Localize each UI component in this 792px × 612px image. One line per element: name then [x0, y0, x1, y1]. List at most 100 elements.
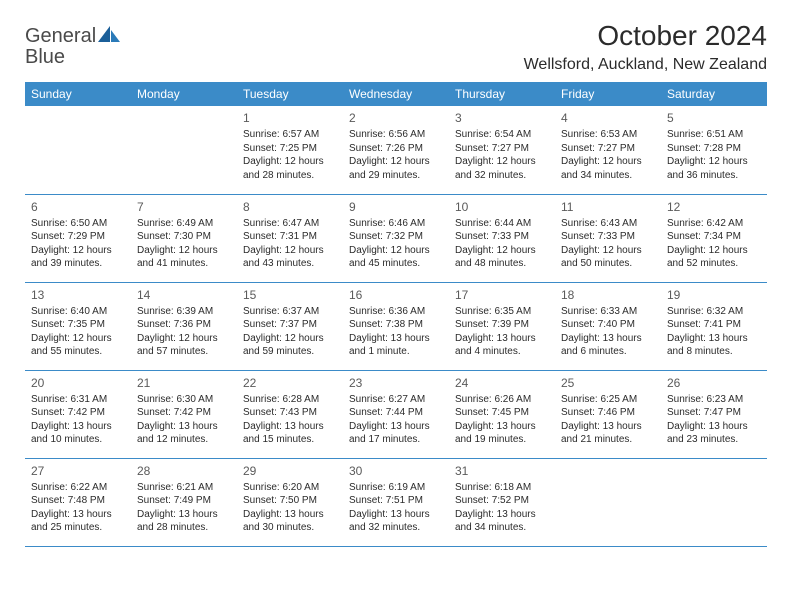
calendar-cell: 18Sunrise: 6:33 AMSunset: 7:40 PMDayligh… [555, 282, 661, 370]
calendar-cell: 21Sunrise: 6:30 AMSunset: 7:42 PMDayligh… [131, 370, 237, 458]
sunrise-line: Sunrise: 6:44 AM [455, 217, 549, 231]
day-number: 31 [455, 463, 549, 479]
calendar-cell: 2Sunrise: 6:56 AMSunset: 7:26 PMDaylight… [343, 106, 449, 194]
sunrise-line: Sunrise: 6:26 AM [455, 393, 549, 407]
daylight-line: Daylight: 12 hours and 41 minutes. [137, 244, 231, 271]
day-number: 13 [31, 287, 125, 303]
calendar-cell: 19Sunrise: 6:32 AMSunset: 7:41 PMDayligh… [661, 282, 767, 370]
logo-text-general: General [25, 25, 96, 47]
day-header: Monday [131, 82, 237, 106]
sunset-line: Sunset: 7:41 PM [667, 318, 761, 332]
sunset-line: Sunset: 7:42 PM [31, 406, 125, 420]
sunrise-line: Sunrise: 6:42 AM [667, 217, 761, 231]
sunrise-line: Sunrise: 6:50 AM [31, 217, 125, 231]
calendar-week-row: 13Sunrise: 6:40 AMSunset: 7:35 PMDayligh… [25, 282, 767, 370]
day-number: 20 [31, 375, 125, 391]
day-number: 5 [667, 110, 761, 126]
day-header: Sunday [25, 82, 131, 106]
sunrise-line: Sunrise: 6:40 AM [31, 305, 125, 319]
day-number: 30 [349, 463, 443, 479]
daylight-line: Daylight: 12 hours and 52 minutes. [667, 244, 761, 271]
sunset-line: Sunset: 7:33 PM [455, 230, 549, 244]
daylight-line: Daylight: 13 hours and 21 minutes. [561, 420, 655, 447]
sunset-line: Sunset: 7:27 PM [561, 142, 655, 156]
sunrise-line: Sunrise: 6:22 AM [31, 481, 125, 495]
location-text: Wellsford, Auckland, New Zealand [524, 56, 767, 74]
daylight-line: Daylight: 12 hours and 57 minutes. [137, 332, 231, 359]
sunrise-line: Sunrise: 6:47 AM [243, 217, 337, 231]
sunset-line: Sunset: 7:49 PM [137, 494, 231, 508]
sunrise-line: Sunrise: 6:49 AM [137, 217, 231, 231]
day-number: 10 [455, 199, 549, 215]
calendar-cell: 9Sunrise: 6:46 AMSunset: 7:32 PMDaylight… [343, 194, 449, 282]
daylight-line: Daylight: 12 hours and 45 minutes. [349, 244, 443, 271]
daylight-line: Daylight: 12 hours and 55 minutes. [31, 332, 125, 359]
calendar-cell: 12 Sunrise: 6:42 AMSunset: 7:34 PMDayligh… [661, 194, 767, 282]
daylight-line: Daylight: 13 hours and 23 minutes. [667, 420, 761, 447]
day-number: 26 [667, 375, 761, 391]
sunrise-line: Sunrise: 6:21 AM [137, 481, 231, 495]
calendar-cell: 29Sunrise: 6:20 AMSunset: 7:50 PMDayligh… [237, 458, 343, 546]
calendar-cell: 22Sunrise: 6:28 AMSunset: 7:43 PMDayligh… [237, 370, 343, 458]
day-number: 22 [243, 375, 337, 391]
calendar-cell: 8 Sunrise: 6:47 AMSunset: 7:31 PMDaylight… [237, 194, 343, 282]
calendar-cell: 25Sunrise: 6:25 AMSunset: 7:46 PMDayligh… [555, 370, 661, 458]
sunset-line: Sunset: 7:40 PM [561, 318, 655, 332]
sunset-line: Sunset: 7:47 PM [667, 406, 761, 420]
sunrise-line: Sunrise: 6:27 AM [349, 393, 443, 407]
sunset-line: Sunset: 7:43 PM [243, 406, 337, 420]
sunset-line: Sunset: 7:26 PM [349, 142, 443, 156]
calendar-cell [661, 458, 767, 546]
sunrise-line: Sunrise: 6:30 AM [137, 393, 231, 407]
day-number: 17 [455, 287, 549, 303]
calendar-cell: 13Sunrise: 6:40 AMSunset: 7:35 PMDayligh… [25, 282, 131, 370]
calendar-week-row: 1Sunrise: 6:57 AMSunset: 7:25 PMDaylight… [25, 106, 767, 194]
sunrise-line: Sunrise: 6:51 AM [667, 128, 761, 142]
sunset-line: Sunset: 7:25 PM [243, 142, 337, 156]
sunrise-line: Sunrise: 6:33 AM [561, 305, 655, 319]
calendar-week-row: 6Sunrise: 6:50 AMSunset: 7:29 PMDaylight… [25, 194, 767, 282]
daylight-line: Daylight: 13 hours and 34 minutes. [455, 508, 549, 535]
sunset-line: Sunset: 7:34 PM [667, 230, 761, 244]
day-number: 7 [137, 199, 231, 215]
calendar-cell: 26 Sunrise: 6:23 AMSunset: 7:47 PMDayligh… [661, 370, 767, 458]
daylight-line: Daylight: 13 hours and 17 minutes. [349, 420, 443, 447]
day-header: Thursday [449, 82, 555, 106]
calendar-page: General Blue October 2024 Wellsford, Auc… [0, 0, 792, 567]
calendar-cell: 11Sunrise: 6:43 AMSunset: 7:33 PMDayligh… [555, 194, 661, 282]
sunrise-line: Sunrise: 6:23 AM [667, 393, 761, 407]
daylight-line: Daylight: 13 hours and 10 minutes. [31, 420, 125, 447]
day-number: 8 [243, 199, 337, 215]
sunrise-line: Sunrise: 6:37 AM [243, 305, 337, 319]
sunrise-line: Sunrise: 6:28 AM [243, 393, 337, 407]
calendar-cell: 5Sunrise: 6:51 AMSunset: 7:28 PMDaylight… [661, 106, 767, 194]
daylight-line: Daylight: 12 hours and 50 minutes. [561, 244, 655, 271]
sunrise-line: Sunrise: 6:54 AM [455, 128, 549, 142]
calendar-cell: 4Sunrise: 6:53 AMSunset: 7:27 PMDaylight… [555, 106, 661, 194]
calendar-cell [25, 106, 131, 194]
sunrise-line: Sunrise: 6:35 AM [455, 305, 549, 319]
calendar-cell: 7Sunrise: 6:49 AMSunset: 7:30 PMDaylight… [131, 194, 237, 282]
logo-sail-icon [98, 26, 120, 47]
calendar-head: SundayMondayTuesdayWednesdayThursdayFrid… [25, 82, 767, 106]
calendar-cell: 14Sunrise: 6:39 AMSunset: 7:36 PMDayligh… [131, 282, 237, 370]
calendar-cell: 27Sunrise: 6:22 AMSunset: 7:48 PMDayligh… [25, 458, 131, 546]
sunrise-line: Sunrise: 6:19 AM [349, 481, 443, 495]
calendar-cell: 20 Sunrise: 6:31 AMSunset: 7:42 PMDayligh… [25, 370, 131, 458]
sunset-line: Sunset: 7:38 PM [349, 318, 443, 332]
daylight-line: Daylight: 13 hours and 8 minutes. [667, 332, 761, 359]
sunset-line: Sunset: 7:42 PM [137, 406, 231, 420]
sunset-line: Sunset: 7:45 PM [455, 406, 549, 420]
day-header: Friday [555, 82, 661, 106]
daylight-line: Daylight: 12 hours and 29 minutes. [349, 155, 443, 182]
sunset-line: Sunset: 7:37 PM [243, 318, 337, 332]
day-number: 12 [667, 199, 761, 215]
sunset-line: Sunset: 7:31 PM [243, 230, 337, 244]
sunrise-line: Sunrise: 6:31 AM [31, 393, 125, 407]
sunset-line: Sunset: 7:50 PM [243, 494, 337, 508]
daylight-line: Daylight: 12 hours and 43 minutes. [243, 244, 337, 271]
day-header: Wednesday [343, 82, 449, 106]
day-number: 28 [137, 463, 231, 479]
calendar-cell: 16Sunrise: 6:36 AMSunset: 7:38 PMDayligh… [343, 282, 449, 370]
day-number: 23 [349, 375, 443, 391]
